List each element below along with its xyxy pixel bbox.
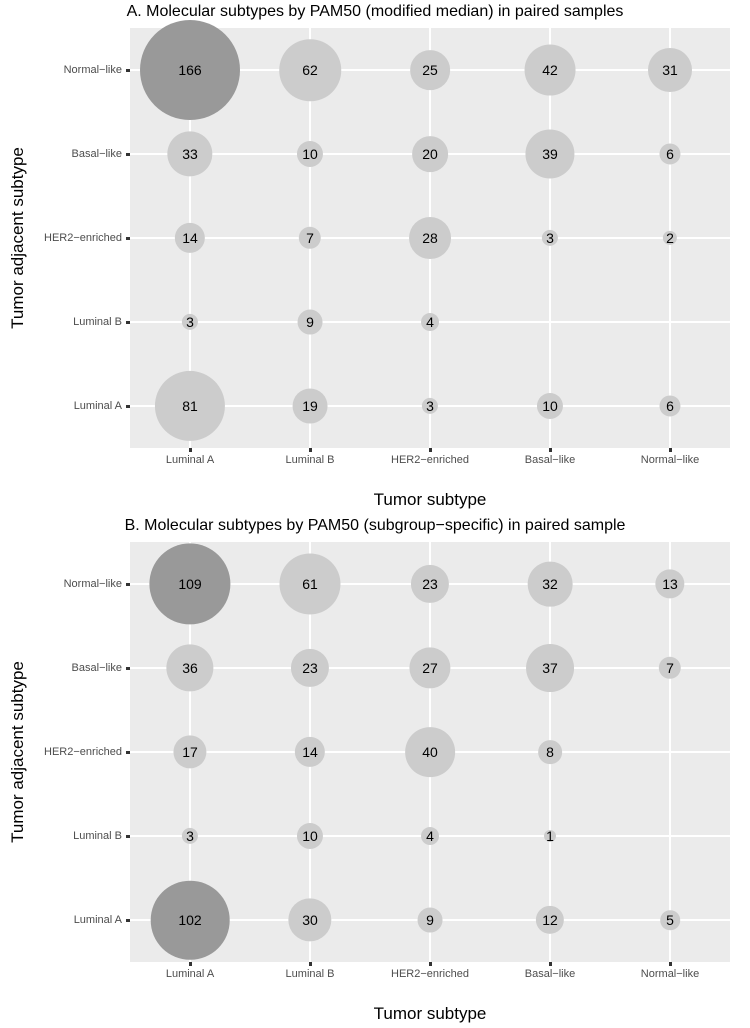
- plot-area: 1023091253104117144083623273771096123321…: [130, 542, 730, 962]
- x-tick-mark: [189, 448, 192, 452]
- x-tick-mark: [429, 962, 432, 966]
- x-axis-title: Tumor subtype: [374, 490, 487, 510]
- bubble: [175, 223, 205, 253]
- bubble: [279, 39, 341, 101]
- panel-A: A. Molecular subtypes by PAM50 (modified…: [0, 0, 750, 514]
- bubble: [173, 735, 206, 768]
- x-tick-mark: [549, 962, 552, 966]
- x-axis-title: Tumor subtype: [374, 1004, 487, 1024]
- y-tick-mark: [126, 583, 130, 586]
- y-tick-label: HER2−enriched: [44, 232, 122, 244]
- bubble: [659, 143, 680, 164]
- bubble: [167, 131, 212, 176]
- y-tick-mark: [126, 835, 130, 838]
- x-tick-label: Basal−like: [525, 454, 575, 466]
- y-tick-mark: [126, 237, 130, 240]
- x-tick-mark: [669, 448, 672, 452]
- bubble: [538, 740, 562, 764]
- bubble: [140, 20, 240, 120]
- bubble: [537, 393, 563, 419]
- bubble: [526, 644, 574, 692]
- y-tick-mark: [126, 405, 130, 408]
- x-tick-label: Normal−like: [641, 454, 699, 466]
- plot-area: 81193106394147283233102039616662254231: [130, 28, 730, 448]
- y-tick-mark: [126, 69, 130, 72]
- bubble: [660, 910, 680, 930]
- y-tick-label: Normal−like: [64, 64, 122, 76]
- bubble: [422, 398, 438, 414]
- bubble: [412, 136, 448, 172]
- y-tick-label: Luminal B: [73, 316, 122, 328]
- y-axis-title: Tumor adjacent subtype: [8, 661, 28, 843]
- bubble: [655, 569, 684, 598]
- bubble: [525, 45, 576, 96]
- bubble: [182, 314, 198, 330]
- bubble: [409, 217, 451, 259]
- bubble: [182, 828, 198, 844]
- panel-title: B. Molecular subtypes by PAM50 (subgroup…: [0, 514, 750, 538]
- bubble: [421, 313, 439, 331]
- x-tick-label: Luminal B: [286, 968, 335, 980]
- bubble: [155, 371, 225, 441]
- bubble: [279, 553, 340, 614]
- y-tick-label: Basal−like: [72, 148, 122, 160]
- y-tick-label: HER2−enriched: [44, 746, 122, 758]
- bubble: [288, 898, 331, 941]
- y-tick-mark: [126, 919, 130, 922]
- panel-B: B. Molecular subtypes by PAM50 (subgroup…: [0, 514, 750, 1028]
- x-tick-label: HER2−enriched: [391, 454, 469, 466]
- bubble: [297, 823, 323, 849]
- y-tick-mark: [126, 751, 130, 754]
- y-tick-mark: [126, 321, 130, 324]
- bubble: [297, 141, 323, 167]
- bubble: [149, 543, 230, 624]
- x-tick-mark: [549, 448, 552, 452]
- bubble: [528, 562, 573, 607]
- x-tick-mark: [189, 962, 192, 966]
- y-tick-label: Luminal B: [73, 830, 122, 842]
- bubble: [151, 881, 230, 960]
- y-axis-title: Tumor adjacent subtype: [8, 147, 28, 329]
- bubble: [663, 231, 677, 245]
- bubble: [295, 737, 325, 767]
- bubble: [166, 644, 213, 691]
- bubble: [659, 395, 680, 416]
- bubble: [409, 647, 450, 688]
- bubble: [405, 727, 455, 777]
- y-tick-label: Normal−like: [64, 578, 122, 590]
- bubble: [411, 565, 449, 603]
- y-tick-mark: [126, 153, 130, 156]
- bubble: [542, 230, 558, 246]
- figure: A. Molecular subtypes by PAM50 (modified…: [0, 0, 750, 1028]
- x-tick-mark: [429, 448, 432, 452]
- x-tick-label: Basal−like: [525, 968, 575, 980]
- x-tick-mark: [309, 962, 312, 966]
- x-tick-label: HER2−enriched: [391, 968, 469, 980]
- x-tick-label: Luminal A: [166, 454, 214, 466]
- bubble: [544, 830, 556, 842]
- bubble: [299, 227, 321, 249]
- x-tick-mark: [669, 962, 672, 966]
- x-tick-label: Normal−like: [641, 968, 699, 980]
- bubble: [648, 48, 692, 92]
- bubble: [291, 649, 329, 687]
- panel-title: A. Molecular subtypes by PAM50 (modified…: [0, 0, 750, 24]
- y-tick-label: Luminal A: [74, 400, 122, 412]
- bubble: [421, 827, 439, 845]
- bubble: [418, 908, 443, 933]
- y-tick-label: Basal−like: [72, 662, 122, 674]
- y-tick-mark: [126, 667, 130, 670]
- x-tick-label: Luminal B: [286, 454, 335, 466]
- bubble: [298, 310, 323, 335]
- bubble: [536, 906, 564, 934]
- bubble: [659, 657, 681, 679]
- bubble: [410, 50, 450, 90]
- bubble: [293, 389, 328, 424]
- x-tick-label: Luminal A: [166, 968, 214, 980]
- bubble: [525, 129, 574, 178]
- x-tick-mark: [309, 448, 312, 452]
- y-tick-label: Luminal A: [74, 914, 122, 926]
